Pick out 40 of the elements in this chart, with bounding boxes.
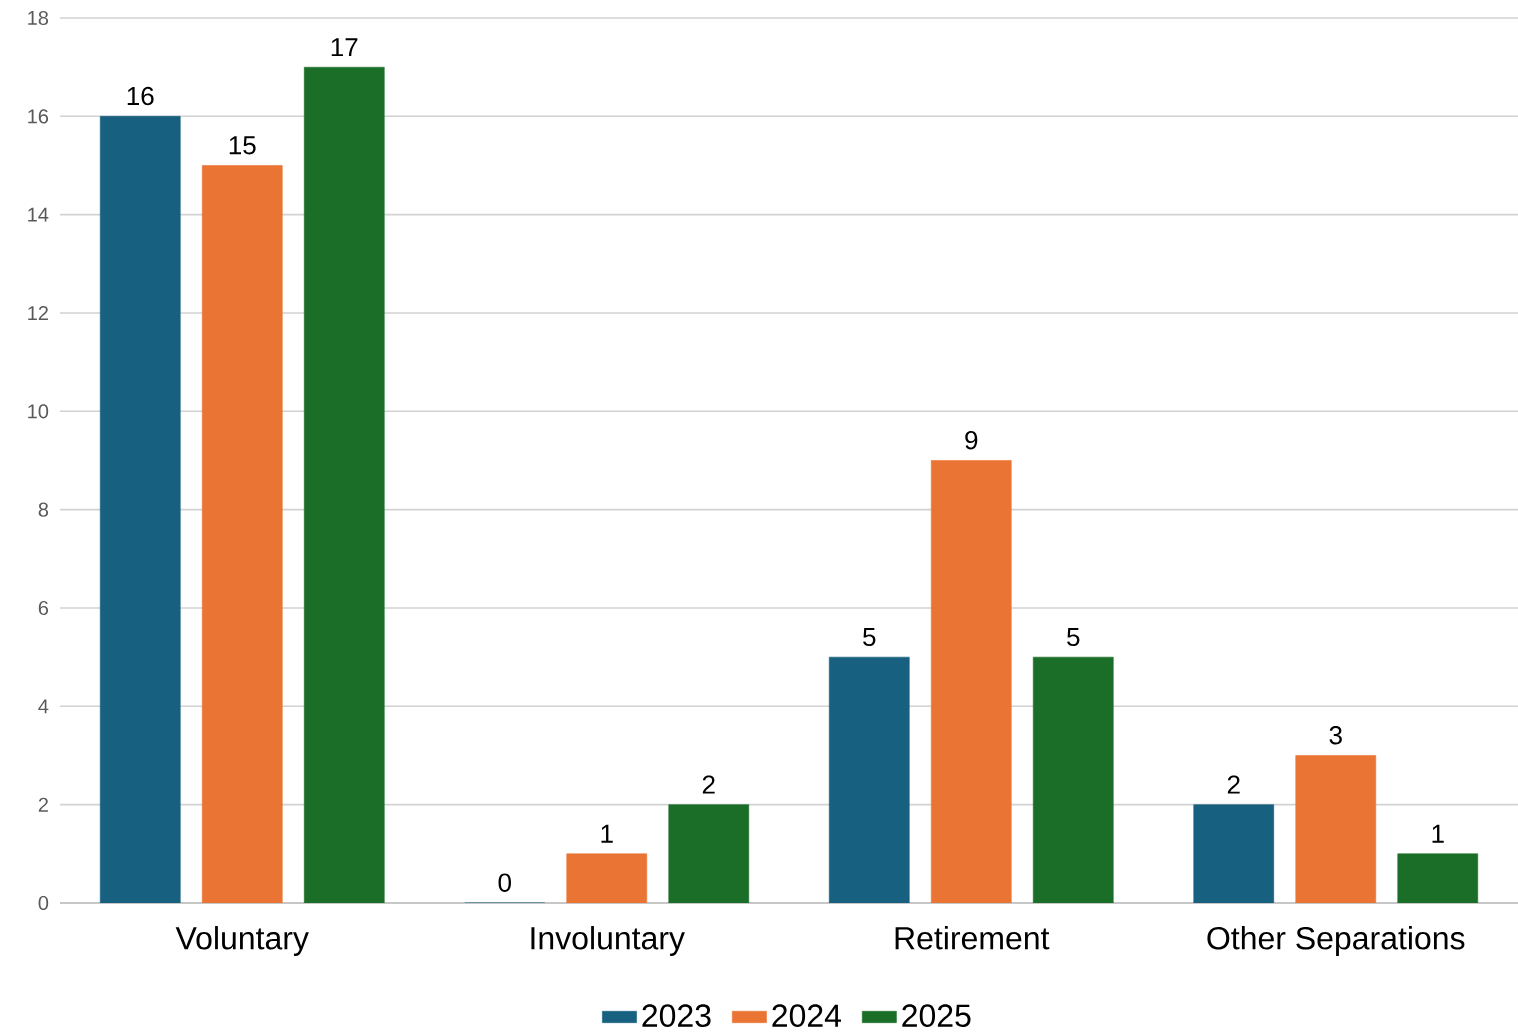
x-tick-label: Involuntary xyxy=(531,926,685,956)
bar xyxy=(303,66,385,903)
data-label: 5 xyxy=(1067,627,1080,647)
y-tick-label: 0 xyxy=(38,895,49,911)
y-tick-label: 4 xyxy=(38,699,49,714)
x-tick-label: Other Separations xyxy=(1207,926,1465,956)
y-tick-label: 6 xyxy=(38,600,49,616)
data-label: 1 xyxy=(601,824,613,843)
y-tick-label: 8 xyxy=(38,502,49,517)
x-tick-label: Retirement xyxy=(895,926,1050,950)
y-tick-label: 2 xyxy=(38,797,48,812)
data-label: 5 xyxy=(863,627,876,647)
data-label: 3 xyxy=(1329,726,1342,745)
bar xyxy=(1032,656,1114,903)
data-label: 16 xyxy=(127,86,154,106)
y-tick-label: 10 xyxy=(28,404,49,419)
legend-label: 2024 xyxy=(772,1004,841,1027)
y-tick-label: 18 xyxy=(28,10,49,26)
bar xyxy=(1193,804,1275,903)
bar xyxy=(930,460,1012,903)
bar xyxy=(668,804,750,903)
bar xyxy=(99,116,181,903)
bar xyxy=(1397,853,1479,903)
x-tick-label: Voluntary xyxy=(175,926,309,956)
data-label: 15 xyxy=(229,136,256,155)
data-label: 0 xyxy=(498,873,511,892)
y-tick-label: 12 xyxy=(28,306,48,320)
bar xyxy=(828,656,910,903)
bar xyxy=(566,853,648,903)
bar xyxy=(201,165,283,903)
y-tick-label: 16 xyxy=(28,109,49,124)
data-label: 2 xyxy=(702,775,715,794)
data-label: 2 xyxy=(1227,775,1240,794)
data-label: 1 xyxy=(1432,824,1444,843)
bar xyxy=(1295,755,1377,903)
legend-label: 2025 xyxy=(902,1004,971,1027)
data-label: 17 xyxy=(331,38,358,57)
legend-label: 2023 xyxy=(642,1004,711,1027)
y-tick-label: 14 xyxy=(28,207,49,222)
data-label: 9 xyxy=(965,431,978,450)
